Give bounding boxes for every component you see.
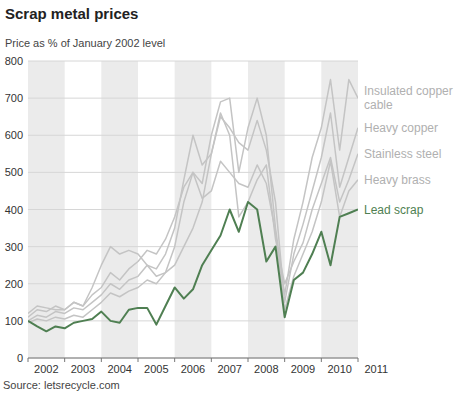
- x-tick-label: 2007: [217, 363, 241, 375]
- x-tick: [174, 358, 175, 362]
- x-tick-label: 2003: [71, 363, 95, 375]
- series-label: Lead scrap: [364, 203, 424, 217]
- x-tick: [248, 358, 249, 362]
- x-tick: [101, 358, 102, 362]
- y-tick-label: 100: [5, 315, 23, 327]
- grid-line: [28, 358, 358, 359]
- series-line: [28, 80, 358, 318]
- y-tick-label: 600: [5, 129, 23, 141]
- x-tick-label: 2009: [291, 363, 315, 375]
- subtitle: Price as % of January 2002 level: [5, 37, 165, 49]
- y-tick-label: 800: [5, 55, 23, 67]
- x-tick-label: 2010: [327, 363, 351, 375]
- y-tick-label: 200: [5, 278, 23, 290]
- source: Source: letsrecycle.com: [3, 379, 120, 391]
- label-line: Insulated copper: [364, 84, 453, 98]
- grid-line: [28, 283, 358, 284]
- x-tick: [64, 358, 65, 362]
- x-tick: [358, 358, 359, 362]
- grid: [28, 61, 358, 358]
- x-tick-label: 2008: [254, 363, 278, 375]
- label-line: cable: [364, 98, 393, 112]
- x-tick-label: 2002: [34, 363, 58, 375]
- series-label: Insulated coppercable: [364, 84, 453, 112]
- x-tick-label: 2011: [365, 363, 389, 375]
- x-tick: [211, 358, 212, 362]
- x-tick: [138, 358, 139, 362]
- series-label: Stainless steel: [364, 147, 441, 161]
- series-line: [28, 202, 358, 331]
- year-bands: [28, 61, 358, 358]
- x-tick-label: 2005: [144, 363, 168, 375]
- x-tick-label: 2004: [107, 363, 131, 375]
- y-tick-label: 700: [5, 92, 23, 104]
- grid-line: [28, 209, 358, 210]
- series-lines: [28, 80, 358, 332]
- series-label: Heavy copper: [364, 121, 438, 135]
- x-tick: [284, 358, 285, 362]
- x-tick: [28, 358, 29, 362]
- y-tick-label: 300: [5, 241, 23, 253]
- grid-line: [28, 246, 358, 247]
- grid-line: [28, 61, 358, 62]
- series-label: Heavy brass: [364, 173, 431, 187]
- title: Scrap metal prices: [5, 5, 138, 22]
- grid-line: [28, 98, 358, 99]
- x-tick-label: 2006: [181, 363, 205, 375]
- series-line: [28, 161, 358, 322]
- y-tick-label: 500: [5, 166, 23, 178]
- y-tick-label: 0: [17, 352, 23, 364]
- series-line: [28, 113, 358, 313]
- x-axis-line: [28, 358, 358, 359]
- x-tick: [321, 358, 322, 362]
- y-tick-label: 400: [5, 204, 23, 216]
- chart: Scrap metal prices Price as % of January …: [0, 0, 464, 393]
